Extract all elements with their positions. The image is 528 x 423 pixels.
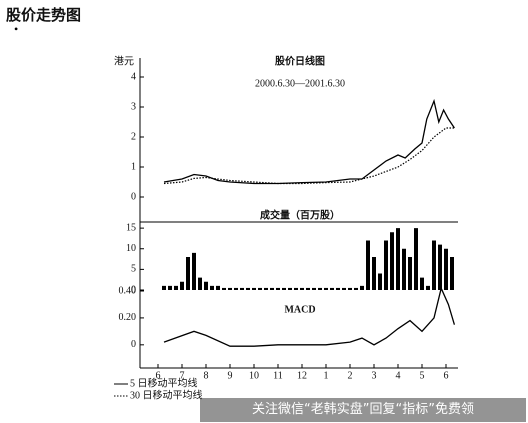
bar xyxy=(198,277,202,290)
bar xyxy=(420,277,424,290)
panel-title: 成交量（百万股） xyxy=(260,208,340,221)
bar xyxy=(354,287,358,290)
x-tick-label: 9 xyxy=(228,370,233,381)
x-tick-label: 4 xyxy=(396,370,401,381)
bar xyxy=(432,240,436,290)
bar xyxy=(294,287,298,290)
bar xyxy=(246,287,250,290)
x-tick-label: 2 xyxy=(348,370,353,381)
x-tick-label: 6 xyxy=(444,370,449,381)
y-tick-label: 5 xyxy=(131,264,136,275)
bar xyxy=(378,273,382,290)
bar xyxy=(414,228,418,290)
bar xyxy=(318,287,322,290)
y-tick-label: 1 xyxy=(131,161,136,172)
bullet: • xyxy=(14,22,19,36)
x-tick-label: 6 xyxy=(156,370,161,381)
bar xyxy=(396,228,400,290)
bar xyxy=(240,287,244,290)
bar xyxy=(330,287,334,290)
bar xyxy=(366,240,370,290)
bar xyxy=(306,287,310,290)
bar xyxy=(336,287,340,290)
bar xyxy=(234,287,238,290)
bar xyxy=(228,287,232,290)
bar xyxy=(342,287,346,290)
y-tick-label: 2 xyxy=(131,131,136,142)
bar xyxy=(270,287,274,290)
bar xyxy=(180,281,184,290)
bar xyxy=(312,287,316,290)
bar xyxy=(174,285,178,290)
x-tick-label: 7 xyxy=(180,370,185,381)
legend-label: 5 日移动平均线 xyxy=(130,376,198,389)
x-tick-label: 8 xyxy=(204,370,209,381)
bar xyxy=(372,257,376,290)
bar xyxy=(438,244,442,290)
bar xyxy=(348,287,352,290)
watermark: 关注微信“老韩实盘”回复“指标”免费领 xyxy=(200,398,526,422)
line-series xyxy=(163,98,455,185)
y-tick-label: 15 xyxy=(126,222,136,233)
panel-subtitle: 2000.6.30—2001.6.30 xyxy=(255,78,345,89)
bar xyxy=(264,287,268,290)
x-tick-label: 3 xyxy=(372,370,377,381)
bar xyxy=(384,240,388,290)
x-tick-label: 12 xyxy=(297,370,307,381)
bar xyxy=(168,285,172,290)
x-tick-label: 5 xyxy=(420,370,425,381)
line-series xyxy=(163,286,456,347)
bar xyxy=(186,257,190,290)
y-tick-label: 0.20 xyxy=(119,312,137,323)
y-tick-label: 10 xyxy=(126,243,136,254)
bar xyxy=(288,287,292,290)
bar xyxy=(216,285,220,290)
bar xyxy=(402,248,406,290)
bar xyxy=(204,281,208,290)
legend-label: 30 日移动平均线 xyxy=(130,388,203,401)
bar xyxy=(390,232,394,290)
bar xyxy=(252,287,256,290)
bar xyxy=(210,285,214,290)
x-tick-label: 11 xyxy=(273,370,283,381)
page-title: 股价走势图 xyxy=(6,6,82,24)
bar xyxy=(360,285,364,290)
y-tick-label: 0 xyxy=(131,191,136,202)
bar xyxy=(408,257,412,290)
bar xyxy=(162,285,166,290)
bar xyxy=(300,287,304,290)
bar xyxy=(444,248,448,290)
panel-title: MACD xyxy=(284,304,315,315)
y-tick-label: 3 xyxy=(131,101,136,112)
y-tick-label: 4 xyxy=(131,71,136,82)
y-tick-label: 0 xyxy=(131,284,136,295)
bar xyxy=(324,287,328,290)
bar xyxy=(450,257,454,290)
bar xyxy=(222,287,226,290)
x-tick-label: 1 xyxy=(324,370,329,381)
bar xyxy=(192,252,196,290)
bar xyxy=(276,287,280,290)
bar xyxy=(258,287,262,290)
bar xyxy=(426,285,430,290)
bar xyxy=(282,287,286,290)
x-tick-label: 10 xyxy=(249,370,259,381)
line-series xyxy=(163,127,455,185)
y-axis-label: 港元 xyxy=(114,55,134,67)
panel-title: 股价日线图 xyxy=(275,54,325,67)
y-tick-label: 0 xyxy=(131,339,136,350)
y-tick-label: 0.40 xyxy=(119,285,137,296)
